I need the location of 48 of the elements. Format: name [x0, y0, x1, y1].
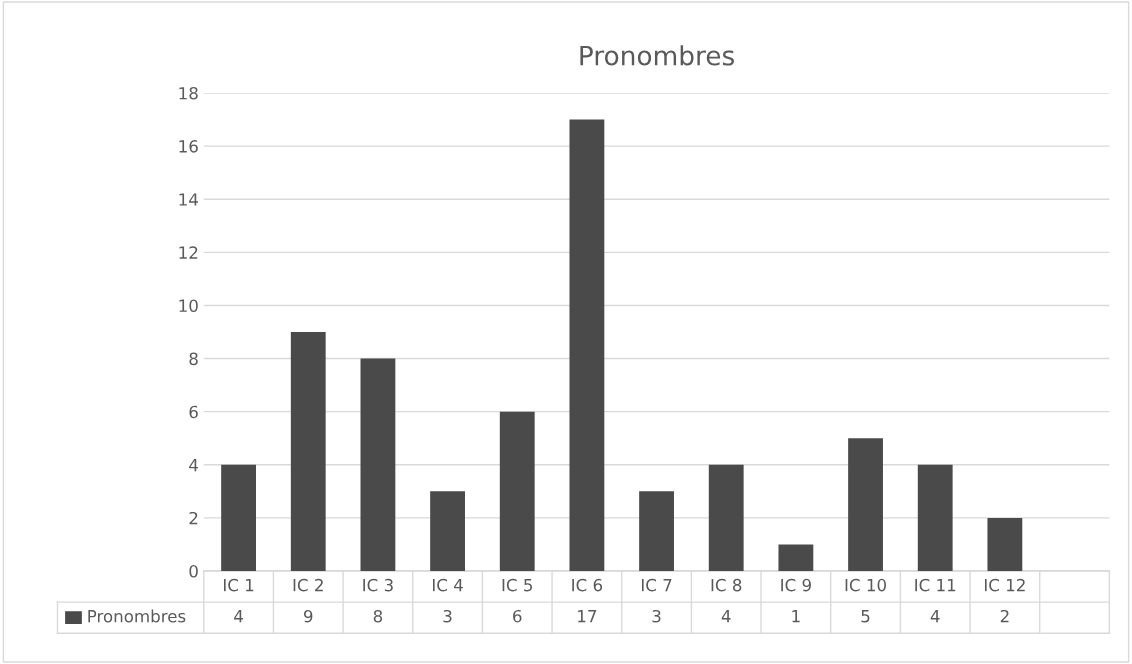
data-label: 8 — [373, 609, 383, 623]
data-label: 4 — [930, 610, 940, 623]
x-tick-label: IC 4 — [432, 578, 463, 592]
y-tick-label: 12 — [179, 246, 198, 259]
data-label: 3 — [652, 609, 661, 623]
data-label: 5 — [861, 610, 870, 623]
y-tick-label: 6 — [189, 405, 198, 419]
y-tick-label: 0 — [189, 565, 198, 578]
x-tick-label: IC 9 — [781, 578, 811, 592]
bar — [708, 464, 744, 572]
data-label: 4 — [721, 610, 731, 623]
data-label: 9 — [304, 609, 313, 623]
x-tick-label: IC 8 — [711, 578, 742, 592]
data-label: 4 — [234, 610, 243, 623]
bar — [290, 332, 326, 572]
chart-title: Pronombres — [580, 45, 734, 66]
bar — [360, 358, 396, 572]
x-tick-label: IC 1 — [224, 578, 254, 592]
x-tick-label: IC 11 — [915, 578, 956, 592]
y-tick-label: 2 — [189, 511, 198, 525]
y-tick-label: 18 — [179, 86, 198, 100]
bar — [221, 464, 257, 572]
x-tick-label: IC 10 — [845, 578, 886, 592]
y-tick-label: 8 — [189, 352, 198, 366]
bar — [987, 517, 1023, 572]
y-tick-label: 10 — [179, 299, 198, 313]
y-tick-label: 16 — [179, 140, 198, 153]
bar — [499, 411, 535, 572]
x-tick-label: IC 12 — [984, 578, 1025, 592]
data-label: 17 — [578, 610, 597, 623]
x-tick-label: IC 7 — [641, 578, 672, 592]
data-label: 6 — [513, 609, 522, 623]
bar — [848, 438, 883, 572]
data-label: 3 — [443, 609, 452, 623]
bar — [639, 491, 674, 572]
bar — [778, 544, 814, 572]
x-tick-label: IC 5 — [502, 578, 533, 592]
bar — [430, 491, 465, 572]
legend-label: Pronombres — [88, 609, 186, 623]
x-tick-label: IC 2 — [293, 578, 323, 592]
y-tick-label: 4 — [189, 458, 198, 472]
y-tick-label: 14 — [179, 193, 198, 206]
bar — [917, 464, 953, 572]
data-label: 2 — [1000, 609, 1009, 623]
x-tick-label: IC 6 — [572, 578, 603, 592]
bar — [569, 119, 605, 572]
x-tick-label: IC 3 — [363, 578, 393, 592]
data-label: 1 — [792, 610, 800, 623]
